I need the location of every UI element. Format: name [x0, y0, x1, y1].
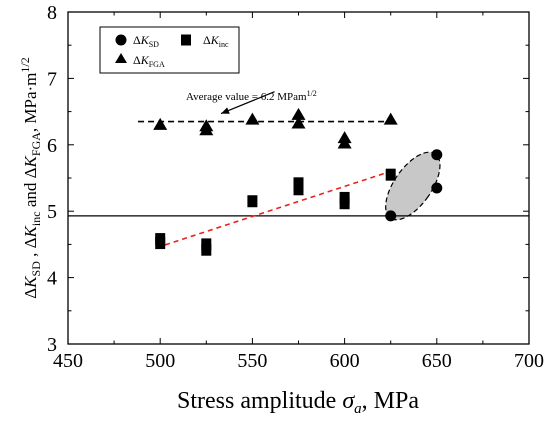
point-fga	[291, 107, 306, 120]
point-inc	[247, 195, 258, 208]
tick-labels: 450 500 550 600 650 700 3 4 5 6 7 8	[47, 2, 544, 372]
point-fga	[199, 123, 214, 136]
x-tick-label: 500	[145, 350, 175, 372]
legend: ΔKSD ΔKinc ΔKFGA	[99, 26, 240, 74]
point-inc	[339, 197, 350, 210]
point-fga	[245, 112, 260, 125]
point-fga	[383, 112, 398, 125]
legend-marker-square	[181, 34, 191, 46]
legend-label-fga: ΔKFGA	[133, 53, 165, 69]
data-points-layer	[153, 107, 443, 256]
x-tick-label: 450	[53, 350, 83, 372]
y-tick-label: 7	[47, 68, 57, 90]
x-axis-title: Stress amplitude σa, MPa	[177, 388, 419, 417]
y-tick-label: 5	[47, 201, 57, 223]
y-axis-title: ΔKSD , ΔKinc and ΔKFGA, MPa·m1/2	[18, 57, 43, 299]
y-tick-label: 6	[47, 135, 57, 157]
annotation-arrowhead	[221, 107, 230, 114]
annotation-main-text: Average value = 6.2 MPam	[186, 91, 307, 103]
point-sd	[385, 210, 397, 222]
point-fga	[153, 117, 168, 130]
legend-marker-triangle	[115, 53, 127, 63]
x-tick-label: 550	[237, 350, 267, 372]
annotation-layer: Average value = 6.2 MPam1/2	[186, 89, 317, 115]
x-tick-label: 700	[514, 350, 544, 372]
legend-label-inc: ΔKinc	[203, 33, 229, 49]
annotation-sup-text: 1/2	[307, 89, 317, 98]
point-fga	[337, 136, 352, 149]
y-tick-label: 3	[47, 334, 57, 356]
y-tick-label: 8	[47, 2, 57, 24]
point-sd	[431, 149, 443, 161]
legend-box	[99, 26, 240, 74]
point-inc	[385, 168, 396, 181]
legend-label-sd: ΔKSD	[133, 33, 159, 49]
point-inc	[155, 237, 166, 250]
y-tick-label: 4	[47, 268, 57, 290]
point-sd	[431, 182, 443, 194]
reference-lines-layer	[68, 120, 529, 249]
x-tick-label: 650	[422, 350, 452, 372]
point-inc	[293, 183, 304, 196]
point-inc	[201, 243, 212, 256]
legend-marker-circle	[115, 34, 127, 46]
tick-marks	[67, 11, 530, 345]
point-fga	[291, 116, 306, 129]
inc-trend-line	[156, 170, 391, 249]
x-tick-label: 600	[330, 350, 360, 372]
annotation-text: Average value = 6.2 MPam1/2	[186, 89, 317, 103]
annotation-arrow	[220, 91, 275, 115]
